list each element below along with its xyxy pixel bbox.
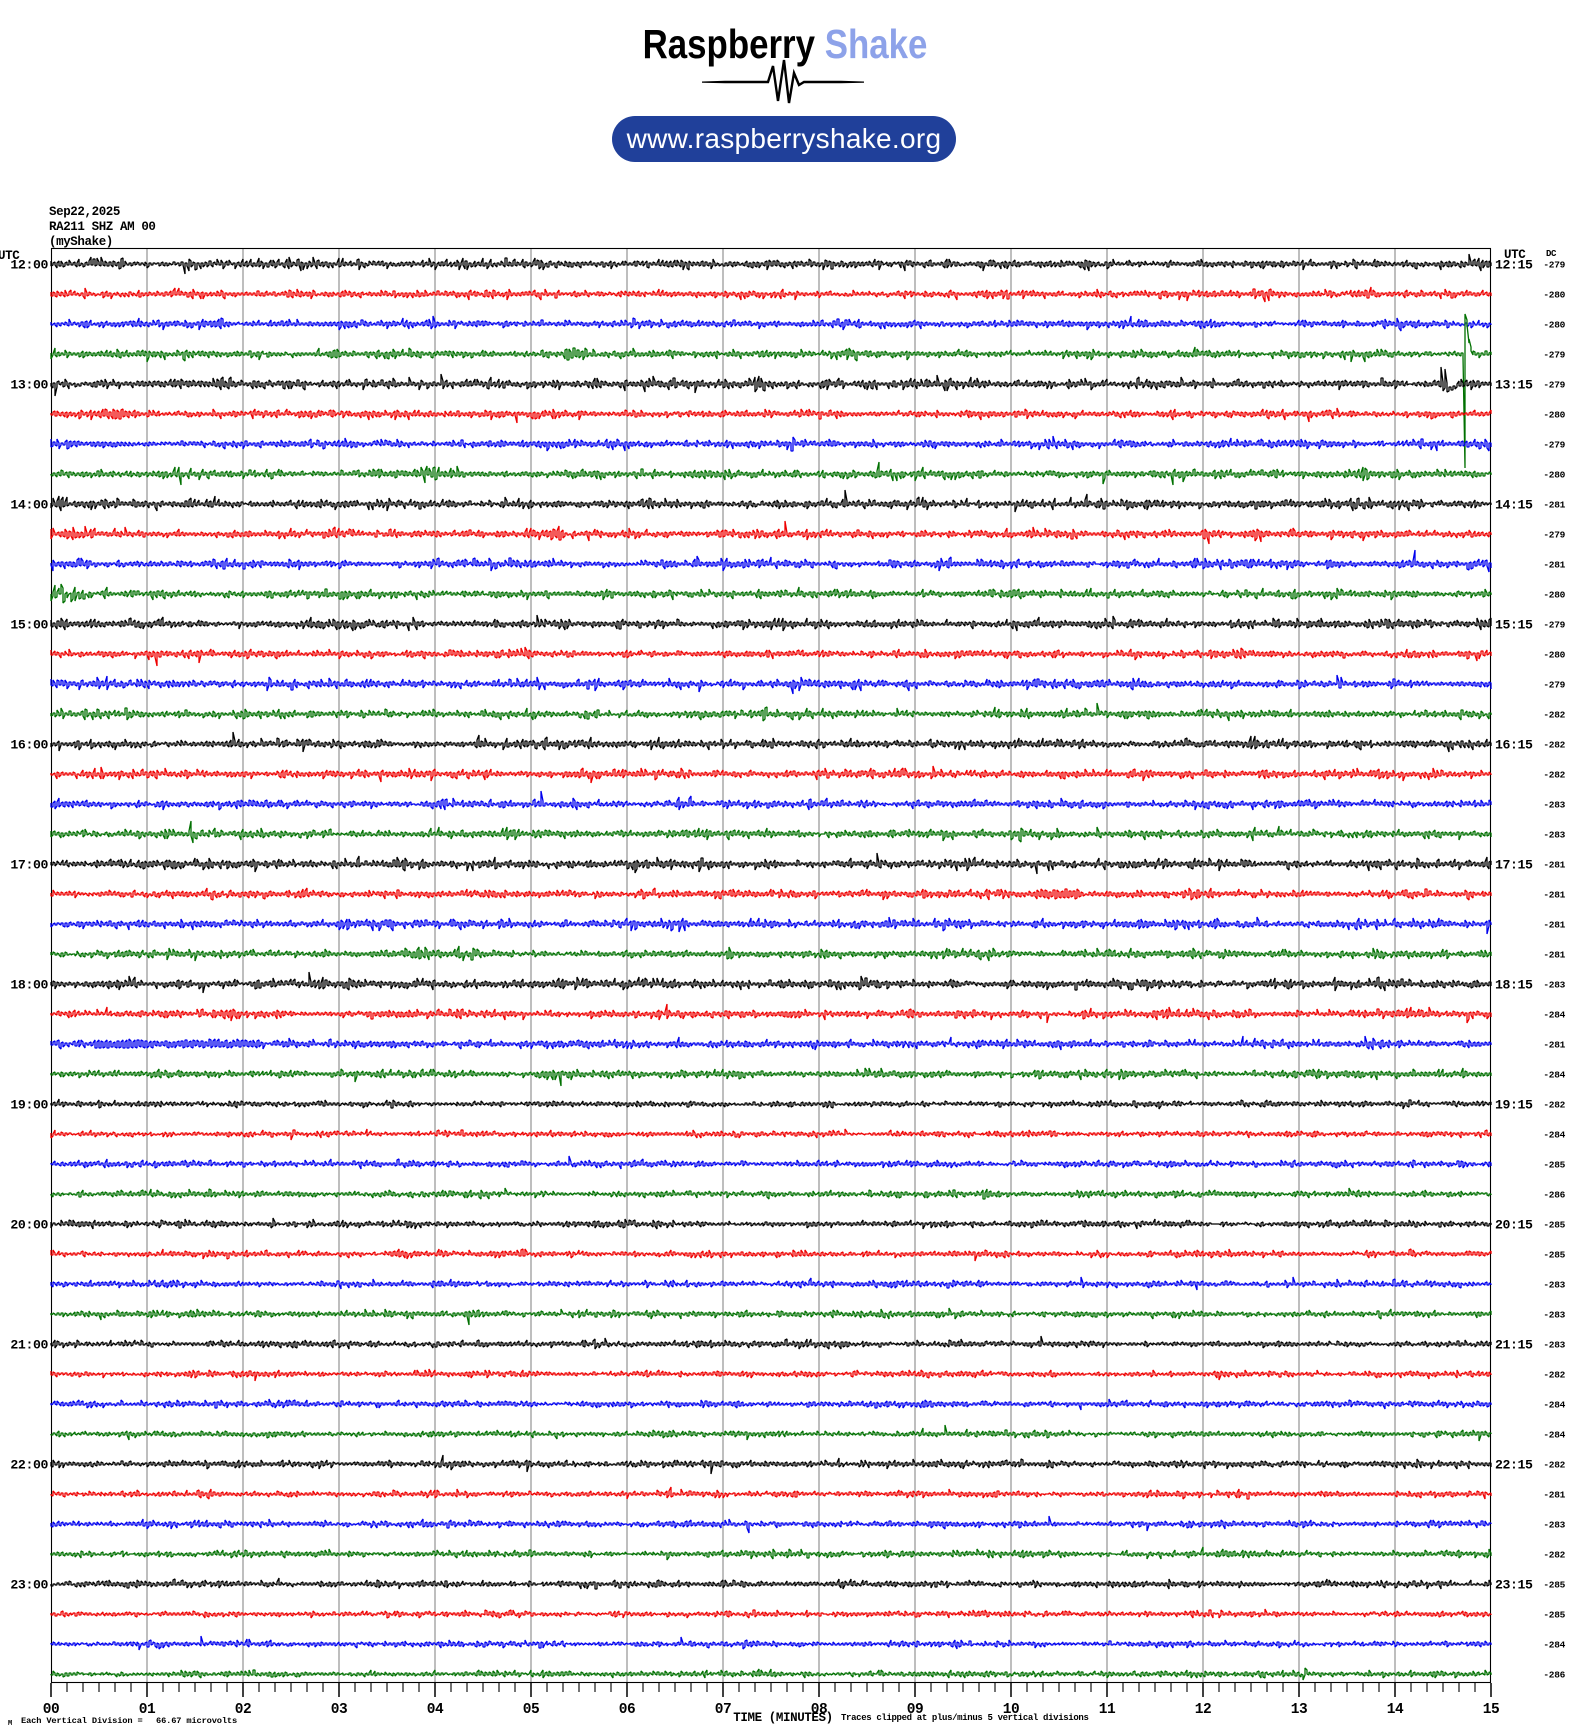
svg-text:12:15: 12:15 xyxy=(1495,258,1533,273)
svg-text:(myShake): (myShake) xyxy=(49,235,113,249)
svg-text:-285: -285 xyxy=(1543,1220,1565,1231)
svg-text:-281: -281 xyxy=(1543,1490,1565,1501)
svg-text:-279: -279 xyxy=(1543,260,1565,271)
svg-text:13: 13 xyxy=(1291,1702,1308,1718)
svg-text:14:00: 14:00 xyxy=(10,498,48,513)
svg-text:04: 04 xyxy=(427,1702,444,1718)
svg-text:-284: -284 xyxy=(1543,1130,1565,1141)
svg-text:-281: -281 xyxy=(1543,950,1565,961)
svg-text:05: 05 xyxy=(523,1702,540,1718)
svg-text:06: 06 xyxy=(619,1702,636,1718)
svg-text:01: 01 xyxy=(139,1702,156,1718)
svg-text:00: 00 xyxy=(43,1702,60,1718)
svg-text:M: M xyxy=(8,1720,12,1728)
svg-text:Sep22,2025: Sep22,2025 xyxy=(49,205,120,219)
svg-text:-279: -279 xyxy=(1543,530,1565,541)
svg-text:13:15: 13:15 xyxy=(1495,378,1533,393)
svg-text:-281: -281 xyxy=(1543,560,1565,571)
svg-text:15:15: 15:15 xyxy=(1495,618,1533,633)
svg-text:UTC: UTC xyxy=(0,249,20,263)
svg-text:-280: -280 xyxy=(1543,590,1565,601)
svg-text:13:00: 13:00 xyxy=(10,378,48,393)
svg-text:-285: -285 xyxy=(1543,1250,1565,1261)
svg-text:21:00: 21:00 xyxy=(10,1338,48,1353)
svg-text:-279: -279 xyxy=(1543,680,1565,691)
svg-text:-285: -285 xyxy=(1543,1160,1565,1171)
svg-text:18:15: 18:15 xyxy=(1495,978,1533,993)
svg-text:-282: -282 xyxy=(1543,1460,1565,1471)
svg-text:-281: -281 xyxy=(1543,1040,1565,1051)
svg-text:-284: -284 xyxy=(1543,1070,1565,1081)
svg-text:20:00: 20:00 xyxy=(10,1218,48,1233)
svg-text:17:15: 17:15 xyxy=(1495,858,1533,873)
svg-text:-282: -282 xyxy=(1543,740,1565,751)
svg-text:15:00: 15:00 xyxy=(10,618,48,633)
svg-text:12: 12 xyxy=(1195,1702,1212,1718)
svg-text:-280: -280 xyxy=(1543,290,1565,301)
svg-text:08: 08 xyxy=(811,1702,828,1718)
svg-text:-282: -282 xyxy=(1543,1370,1565,1381)
svg-text:-279: -279 xyxy=(1543,350,1565,361)
svg-text:03: 03 xyxy=(331,1702,348,1718)
svg-text:-280: -280 xyxy=(1543,320,1565,331)
svg-text:-281: -281 xyxy=(1543,860,1565,871)
svg-text:-283: -283 xyxy=(1543,830,1565,841)
svg-text:-282: -282 xyxy=(1543,710,1565,721)
svg-text:TIME (MINUTES): TIME (MINUTES) xyxy=(733,1711,832,1725)
svg-text:09: 09 xyxy=(907,1702,924,1718)
svg-text:RA211 SHZ AM 00: RA211 SHZ AM 00 xyxy=(49,220,156,234)
svg-text:-281: -281 xyxy=(1543,890,1565,901)
svg-text:-282: -282 xyxy=(1543,1100,1565,1111)
svg-text:22:15: 22:15 xyxy=(1495,1458,1533,1473)
svg-text:14:15: 14:15 xyxy=(1495,498,1533,513)
svg-text:-284: -284 xyxy=(1543,1430,1565,1441)
svg-text:-280: -280 xyxy=(1543,410,1565,421)
svg-text:15: 15 xyxy=(1483,1702,1500,1718)
svg-text:19:15: 19:15 xyxy=(1495,1098,1533,1113)
svg-text:-279: -279 xyxy=(1543,440,1565,451)
svg-text:16:15: 16:15 xyxy=(1495,738,1533,753)
svg-text:16:00: 16:00 xyxy=(10,738,48,753)
svg-text:-285: -285 xyxy=(1543,1580,1565,1591)
svg-text:-284: -284 xyxy=(1543,1400,1565,1411)
svg-text:17:00: 17:00 xyxy=(10,858,48,873)
svg-text:-282: -282 xyxy=(1543,770,1565,781)
svg-text:-284: -284 xyxy=(1543,1640,1565,1651)
svg-text:Traces clipped at plus/minus 5: Traces clipped at plus/minus 5 vertical … xyxy=(841,1713,1089,1723)
svg-text:-283: -283 xyxy=(1543,1280,1565,1291)
svg-text:21:15: 21:15 xyxy=(1495,1338,1533,1353)
svg-text:23:00: 23:00 xyxy=(10,1578,48,1593)
svg-text:-283: -283 xyxy=(1543,1310,1565,1321)
svg-text:-283: -283 xyxy=(1543,1340,1565,1351)
svg-text:-285: -285 xyxy=(1543,1610,1565,1621)
svg-text:-282: -282 xyxy=(1543,1550,1565,1561)
svg-text:07: 07 xyxy=(715,1702,732,1718)
svg-text:-281: -281 xyxy=(1543,920,1565,931)
svg-text:66.67 microvolts: 66.67 microvolts xyxy=(156,1716,237,1726)
svg-text:-283: -283 xyxy=(1543,1520,1565,1531)
svg-text:23:15: 23:15 xyxy=(1495,1578,1533,1593)
svg-text:DC: DC xyxy=(1546,249,1557,259)
svg-text:-279: -279 xyxy=(1543,620,1565,631)
svg-text:-280: -280 xyxy=(1543,650,1565,661)
svg-text:-279: -279 xyxy=(1543,380,1565,391)
svg-text:UTC: UTC xyxy=(1504,248,1526,262)
svg-text:Each Vertical Division =: Each Vertical Division = xyxy=(21,1716,143,1726)
svg-text:18:00: 18:00 xyxy=(10,978,48,993)
svg-text:02: 02 xyxy=(235,1702,252,1718)
svg-text:-283: -283 xyxy=(1543,800,1565,811)
svg-text:-281: -281 xyxy=(1543,500,1565,511)
svg-text:-286: -286 xyxy=(1543,1670,1565,1681)
svg-text:-286: -286 xyxy=(1543,1190,1565,1201)
svg-text:20:15: 20:15 xyxy=(1495,1218,1533,1233)
svg-text:22:00: 22:00 xyxy=(10,1458,48,1473)
svg-text:14: 14 xyxy=(1387,1702,1404,1718)
svg-text:-283: -283 xyxy=(1543,980,1565,991)
svg-text:-284: -284 xyxy=(1543,1010,1565,1021)
svg-text:19:00: 19:00 xyxy=(10,1098,48,1113)
svg-text:-280: -280 xyxy=(1543,470,1565,481)
svg-text:11: 11 xyxy=(1099,1702,1116,1718)
svg-text:10: 10 xyxy=(1003,1702,1020,1718)
svg-text:12:00: 12:00 xyxy=(10,258,48,273)
